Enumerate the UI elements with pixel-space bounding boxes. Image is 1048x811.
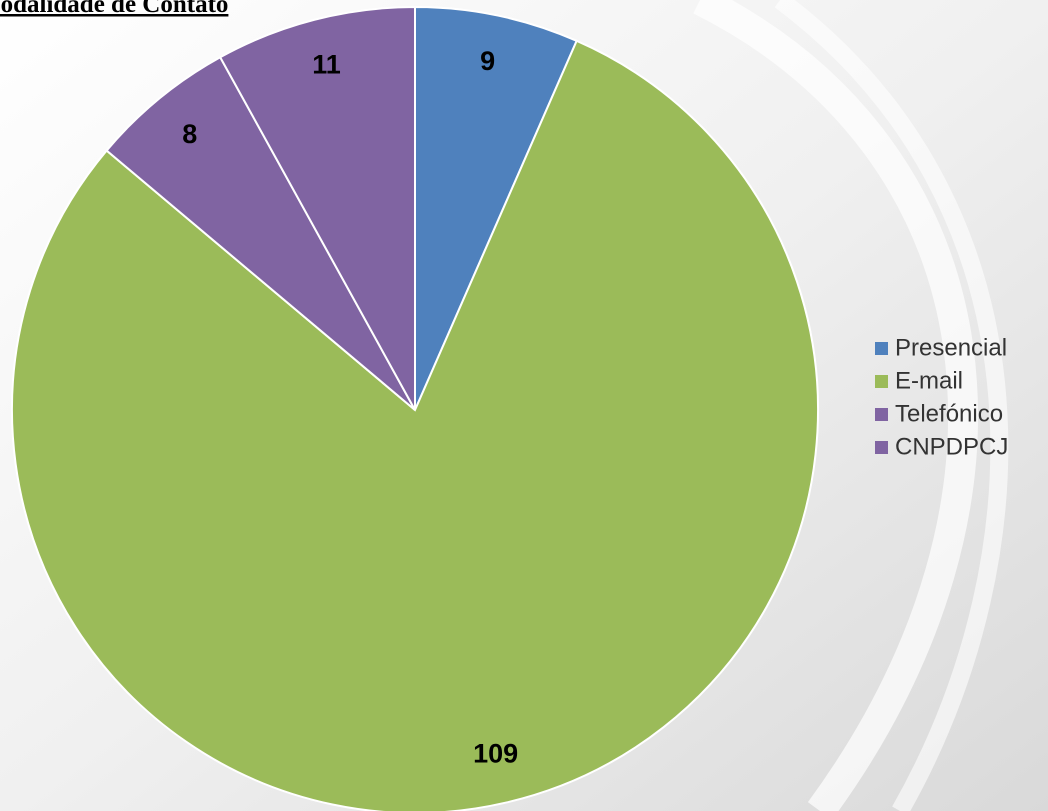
data-label: 109 bbox=[473, 738, 518, 768]
data-label: 9 bbox=[480, 46, 495, 76]
chart-title: Modalidade de Contato bbox=[0, 0, 228, 18]
legend-swatch bbox=[875, 342, 888, 355]
data-label: 8 bbox=[182, 119, 197, 149]
data-label: 11 bbox=[312, 50, 341, 80]
pie: 9 109 8 11 bbox=[11, 5, 819, 811]
pie-slice bbox=[218, 5, 416, 411]
pie-slice bbox=[11, 39, 819, 811]
legend-swatch bbox=[875, 375, 888, 388]
legend-label: Presencial bbox=[895, 334, 1007, 361]
legend-label: E-mail bbox=[895, 367, 963, 394]
legend-label: CNPDPCJ bbox=[895, 433, 1008, 460]
pie-slice bbox=[105, 55, 416, 411]
swoosh bbox=[774, 0, 1009, 811]
pie-slice bbox=[414, 5, 578, 411]
legend: Presencial E-mail Telefónico CNPDPCJ bbox=[875, 334, 1008, 460]
legend-swatch bbox=[875, 441, 888, 454]
legend-label: Telefónico bbox=[895, 400, 1003, 427]
legend-swatch bbox=[875, 408, 888, 421]
swoosh bbox=[693, 0, 978, 811]
